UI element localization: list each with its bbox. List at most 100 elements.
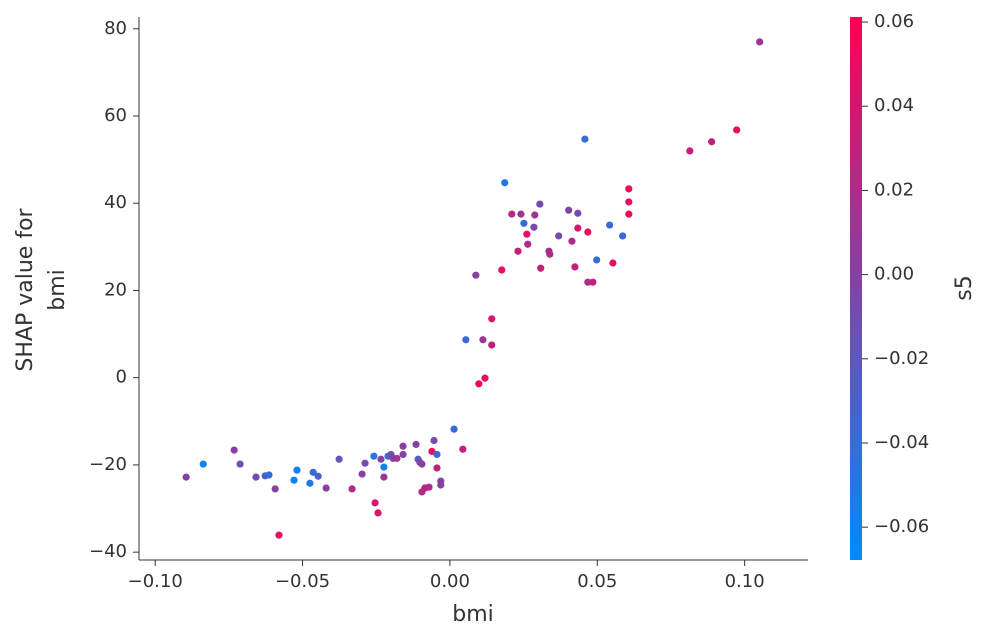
colorbar-tick-label: 0.02: [874, 179, 914, 200]
point: [625, 210, 633, 218]
colorbar-label: s5: [952, 275, 977, 300]
colorbar-tick-label: 0.00: [874, 264, 914, 285]
y-tick-label: −40: [89, 541, 127, 562]
y-axis-label: SHAP value for bmi: [13, 207, 70, 371]
point: [472, 271, 480, 279]
point: [508, 210, 516, 218]
x-axis-label: bmi: [452, 602, 494, 627]
point: [450, 425, 458, 433]
point: [361, 459, 369, 467]
point: [275, 531, 283, 539]
y-tick-label: 60: [104, 105, 127, 126]
point: [609, 259, 617, 267]
point: [488, 341, 496, 349]
point: [377, 455, 385, 463]
x-tick-label: −0.10: [128, 571, 183, 592]
colorbar-tick-label: −0.02: [874, 348, 929, 369]
point: [584, 228, 592, 236]
point: [306, 479, 314, 487]
point: [481, 374, 489, 382]
x-tick-label: −0.05: [275, 571, 330, 592]
point: [501, 179, 509, 187]
point: [584, 278, 592, 286]
y-tick-label: 40: [104, 192, 127, 213]
point: [574, 209, 582, 217]
point: [399, 450, 407, 459]
point: [498, 266, 506, 274]
point: [581, 135, 589, 143]
point: [514, 247, 522, 255]
point: [488, 315, 496, 323]
point: [230, 446, 238, 454]
point: [393, 454, 401, 462]
point: [399, 442, 407, 450]
y-tick-label: −20: [89, 454, 127, 475]
point: [571, 263, 579, 271]
point: [412, 440, 420, 449]
point: [335, 455, 343, 463]
point: [182, 473, 190, 481]
point: [380, 463, 388, 471]
point: [433, 464, 441, 472]
point: [425, 483, 433, 491]
y-tick-label: 0: [116, 367, 127, 388]
point: [568, 237, 576, 245]
x-tick-label: 0.00: [430, 571, 470, 592]
point: [530, 223, 538, 231]
point: [348, 485, 356, 493]
point: [606, 221, 614, 229]
point: [686, 147, 694, 155]
point: [537, 264, 545, 272]
point: [708, 138, 716, 146]
point: [265, 471, 273, 479]
point: [546, 250, 554, 258]
point: [271, 485, 279, 493]
point: [574, 224, 582, 232]
point: [756, 38, 764, 46]
x-tick-label: 0.05: [577, 571, 617, 592]
point: [565, 206, 573, 214]
point: [625, 185, 633, 193]
point: [619, 232, 627, 240]
y-label-line: bmi: [45, 269, 70, 311]
y-tick-label: 80: [104, 18, 127, 39]
point: [290, 476, 298, 484]
point: [199, 460, 207, 468]
point: [520, 219, 528, 227]
point: [252, 473, 260, 481]
point: [517, 210, 525, 218]
point: [433, 450, 441, 459]
point: [370, 452, 378, 460]
point: [358, 470, 366, 478]
colorbar: [850, 17, 862, 560]
point: [524, 240, 532, 248]
point: [236, 460, 244, 468]
point: [293, 466, 301, 474]
y-tick-label: 20: [104, 279, 127, 300]
point: [380, 473, 388, 481]
point: [459, 445, 467, 453]
point: [418, 460, 426, 468]
colorbar-tick-label: 0.04: [874, 95, 914, 116]
point: [531, 211, 539, 219]
point: [371, 499, 379, 507]
point: [475, 380, 483, 388]
point: [589, 278, 597, 286]
point: [462, 336, 470, 344]
point: [314, 472, 322, 480]
colorbar-tick-label: −0.06: [874, 516, 929, 537]
colorbar-tick-label: −0.04: [874, 432, 929, 453]
x-tick-label: 0.10: [725, 571, 765, 592]
colorbar-tick-label: 0.06: [874, 11, 914, 32]
point: [555, 232, 563, 240]
point: [479, 336, 487, 344]
point: [733, 126, 741, 134]
point: [430, 436, 438, 445]
point: [322, 484, 330, 492]
point: [593, 256, 601, 264]
point: [625, 198, 633, 206]
point: [309, 468, 317, 476]
point: [523, 230, 531, 238]
point: [536, 200, 544, 208]
